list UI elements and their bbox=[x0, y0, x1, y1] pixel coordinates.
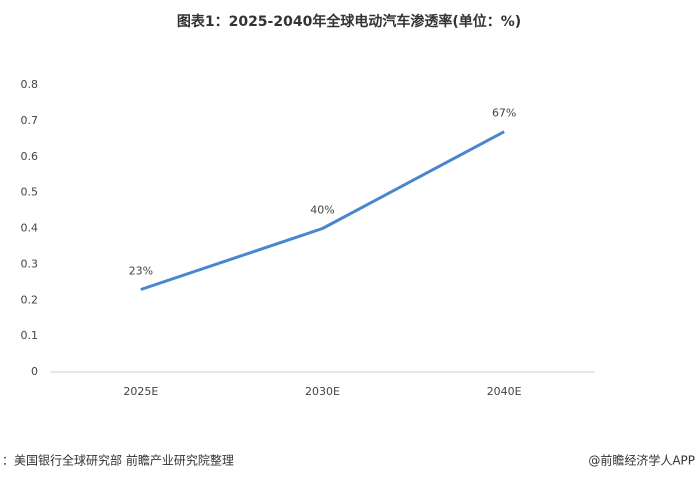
data-label: 67% bbox=[492, 107, 516, 120]
y-tick-label: 0.4 bbox=[21, 222, 39, 235]
y-tick-label: 0.3 bbox=[21, 257, 39, 270]
credit: @前瞻经济学人APP bbox=[588, 453, 695, 468]
x-tick-label: 2040E bbox=[487, 385, 522, 398]
y-tick-label: 0.2 bbox=[21, 293, 39, 306]
line bbox=[140, 130, 505, 291]
source: ：美国银行全球研究部 前瞻产业研究院整理 bbox=[2, 453, 234, 468]
x-tick-label: 2025E bbox=[123, 385, 158, 398]
data-label: 40% bbox=[310, 204, 334, 217]
chart-title: 图表1：2025-2040年全球电动汽车渗透率(单位：%) bbox=[177, 13, 521, 30]
y-tick-label: 0.6 bbox=[21, 150, 39, 163]
y-tick-label: 0.8 bbox=[21, 78, 39, 91]
y-tick-label: 0.1 bbox=[21, 329, 39, 342]
y-tick-label: 0.5 bbox=[21, 186, 39, 199]
x-tick-label: 2030E bbox=[305, 385, 340, 398]
y-tick-label: 0.7 bbox=[21, 114, 39, 127]
data-label: 23% bbox=[129, 264, 153, 277]
y-tick-label: 0 bbox=[31, 365, 38, 378]
